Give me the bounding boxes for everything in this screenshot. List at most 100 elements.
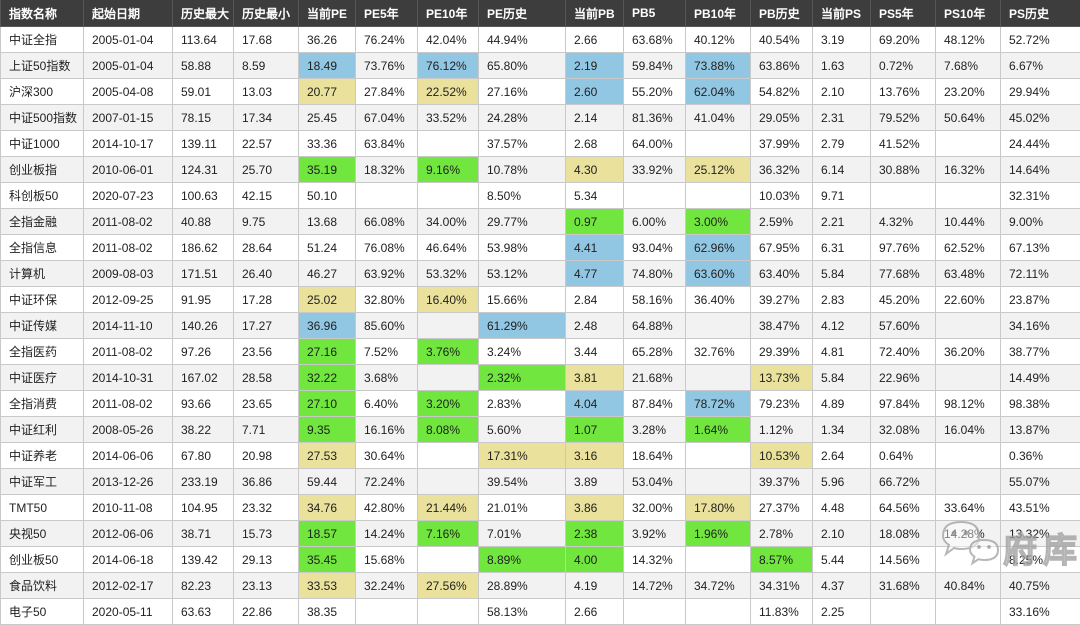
table-cell: 37.57%: [479, 131, 566, 157]
table-cell: 2020-05-11: [84, 599, 173, 625]
table-cell: 9.16%: [418, 157, 479, 183]
table-cell: 100.63: [173, 183, 234, 209]
table-cell: 14.24%: [356, 521, 418, 547]
table-cell: 8.25%: [1001, 547, 1080, 573]
table-cell: 72.40%: [871, 339, 936, 365]
table-cell: 2.10: [813, 79, 871, 105]
column-header: 当前PS: [813, 0, 871, 27]
table-cell: 6.67%: [1001, 53, 1080, 79]
table-cell: 8.59: [234, 53, 299, 79]
table-cell: 10.03%: [751, 183, 813, 209]
table-cell: 33.64%: [936, 495, 1001, 521]
table-cell: 10.44%: [936, 209, 1001, 235]
table-cell: 30.88%: [871, 157, 936, 183]
table-cell: 38.71: [173, 521, 234, 547]
index-name-cell: 中证医疗: [1, 365, 84, 391]
table-cell: 82.23: [173, 573, 234, 599]
table-cell: 0.97: [566, 209, 624, 235]
table-cell: 24.44%: [1001, 131, 1080, 157]
table-cell: 78.15: [173, 105, 234, 131]
table-cell: [624, 183, 686, 209]
table-cell: 34.16%: [1001, 313, 1080, 339]
table-cell: 33.92%: [624, 157, 686, 183]
table-cell: 5.60%: [479, 417, 566, 443]
table-cell: 139.42: [173, 547, 234, 573]
table-cell: 23.32: [234, 495, 299, 521]
table-cell: 63.84%: [356, 131, 418, 157]
table-cell: 22.52%: [418, 79, 479, 105]
column-header: PE5年: [356, 0, 418, 27]
table-cell: 66.72%: [871, 469, 936, 495]
table-cell: 7.16%: [418, 521, 479, 547]
table-cell: 36.32%: [751, 157, 813, 183]
table-cell: [936, 443, 1001, 469]
table-cell: 21.01%: [479, 495, 566, 521]
index-name-cell: 中证军工: [1, 469, 84, 495]
table-cell: 28.64: [234, 235, 299, 261]
table-cell: 63.86%: [751, 53, 813, 79]
table-cell: 93.66: [173, 391, 234, 417]
table-cell: 11.83%: [751, 599, 813, 625]
table-cell: 28.58: [234, 365, 299, 391]
table-cell: 62.04%: [686, 79, 751, 105]
table-cell: 14.28%: [936, 521, 1001, 547]
table-cell: 2.25: [813, 599, 871, 625]
table-cell: 63.60%: [686, 261, 751, 287]
table-cell: 233.19: [173, 469, 234, 495]
table-cell: 1.63: [813, 53, 871, 79]
index-name-cell: 全指消费: [1, 391, 84, 417]
table-cell: 6.40%: [356, 391, 418, 417]
table-cell: [686, 131, 751, 157]
index-name-cell: 中证环保: [1, 287, 84, 313]
table-cell: 63.40%: [751, 261, 813, 287]
table-cell: 6.00%: [624, 209, 686, 235]
table-cell: 87.84%: [624, 391, 686, 417]
column-header: PB5: [624, 0, 686, 27]
table-cell: 93.04%: [624, 235, 686, 261]
table-cell: 2.32%: [479, 365, 566, 391]
table-cell: 24.28%: [479, 105, 566, 131]
table-cell: 5.84: [813, 365, 871, 391]
table-cell: 78.72%: [686, 391, 751, 417]
table-cell: 44.94%: [479, 27, 566, 53]
table-cell: 16.16%: [356, 417, 418, 443]
table-cell: 18.08%: [871, 521, 936, 547]
table-cell: 7.01%: [479, 521, 566, 547]
table-cell: 27.16%: [479, 79, 566, 105]
column-header: 起始日期: [84, 0, 173, 27]
table-cell: 2.38: [566, 521, 624, 547]
table-cell: 67.95%: [751, 235, 813, 261]
column-header: PE历史: [479, 0, 566, 27]
table-cell: 2.14: [566, 105, 624, 131]
table-cell: 36.26: [299, 27, 356, 53]
table-cell: 2.60: [566, 79, 624, 105]
table-cell: 32.08%: [871, 417, 936, 443]
table-cell: 2014-10-31: [84, 365, 173, 391]
table-cell: 10.53%: [751, 443, 813, 469]
table-cell: 21.44%: [418, 495, 479, 521]
table-cell: 23.56: [234, 339, 299, 365]
table-cell: 37.99%: [751, 131, 813, 157]
table-cell: 0.64%: [871, 443, 936, 469]
table-cell: 34.31%: [751, 573, 813, 599]
table-cell: 2.48: [566, 313, 624, 339]
table-cell: 167.02: [173, 365, 234, 391]
table-cell: 14.32%: [624, 547, 686, 573]
table-cell: 27.16: [299, 339, 356, 365]
table-cell: 23.87%: [1001, 287, 1080, 313]
table-cell: 76.12%: [418, 53, 479, 79]
table-cell: 64.56%: [871, 495, 936, 521]
table-cell: 17.28: [234, 287, 299, 313]
table-cell: 4.32%: [871, 209, 936, 235]
table-cell: 61.29%: [479, 313, 566, 339]
table-cell: 3.89: [566, 469, 624, 495]
table-cell: 2.19: [566, 53, 624, 79]
table-cell: 14.56%: [871, 547, 936, 573]
